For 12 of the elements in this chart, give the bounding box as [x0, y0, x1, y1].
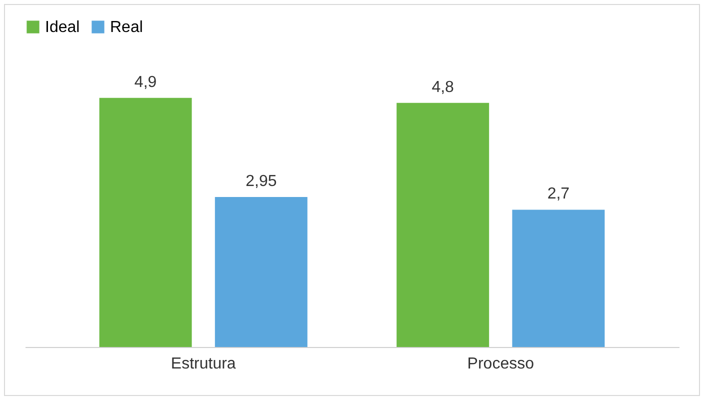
- bar: [396, 102, 490, 347]
- bar: [99, 98, 192, 347]
- bar: [512, 210, 605, 347]
- legend-label: Real: [110, 19, 143, 36]
- data-label: 4,8: [432, 78, 454, 96]
- legend-label: Ideal: [45, 19, 80, 36]
- data-label: 2,95: [246, 173, 277, 190]
- x-tick-label: Processo: [467, 356, 534, 372]
- x-tick-label: Estrutura: [170, 356, 236, 372]
- data-label: 2,7: [547, 186, 570, 203]
- data-label: 4,9: [134, 74, 157, 91]
- bar: [214, 197, 308, 347]
